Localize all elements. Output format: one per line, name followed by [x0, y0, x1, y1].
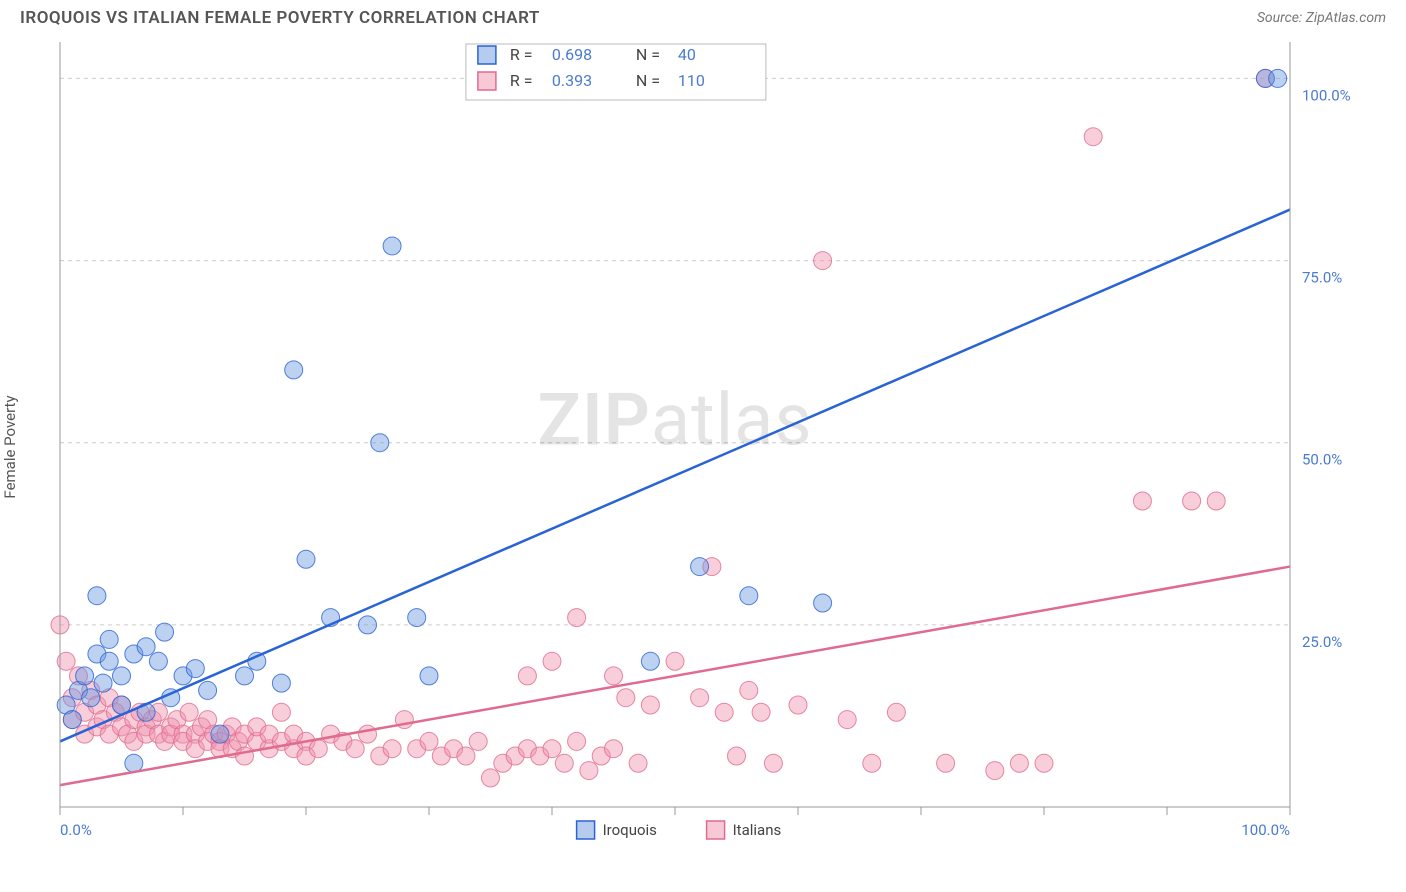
series-label: Italians [733, 821, 782, 839]
y-axis-label: Female Poverty [1, 395, 19, 498]
svg-text:R =: R = [510, 71, 533, 90]
scatter-point [568, 609, 586, 627]
scatter-point [346, 740, 364, 758]
x-tick-label: 0.0% [60, 821, 92, 839]
scatter-point [789, 696, 807, 714]
svg-text:N =: N = [636, 45, 660, 64]
svg-text:0.393: 0.393 [552, 71, 592, 90]
scatter-point [1035, 754, 1053, 772]
scatter-point [199, 681, 217, 699]
svg-text:0.698: 0.698 [552, 45, 592, 64]
scatter-point [543, 652, 561, 670]
y-tick-label: 25.0% [1302, 633, 1342, 651]
scatter-point [887, 703, 905, 721]
scatter-point [752, 703, 770, 721]
legend-swatch [478, 72, 496, 90]
scatter-point [518, 667, 536, 685]
scatter-point [94, 674, 112, 692]
y-tick-label: 100.0% [1302, 86, 1351, 104]
scatter-point [100, 630, 118, 648]
scatter-point [408, 609, 426, 627]
scatter-point [838, 711, 856, 729]
scatter-point [272, 703, 290, 721]
scatter-point [156, 623, 174, 641]
scatter-point [555, 754, 573, 772]
scatter-chart: ZIPatlas 0.0% 100.0% 25.0% 50.0% 75.0% 100.0% R… [20, 32, 1380, 862]
scatter-point [1133, 492, 1151, 510]
scatter-point [76, 667, 94, 685]
series-label: Iroquois [603, 821, 657, 839]
svg-text:ZIPatlas: ZIPatlas [537, 378, 812, 463]
scatter-point [359, 616, 377, 634]
scatter-point [285, 361, 303, 379]
scatter-point [605, 667, 623, 685]
scatter-point [211, 725, 229, 743]
scatter-point [186, 660, 204, 678]
scatter-point [236, 667, 254, 685]
scatter-point [469, 732, 487, 750]
scatter-point [629, 754, 647, 772]
chart-container: Female Poverty ZIPatlas0.0%100.0%25.0%50… [20, 32, 1386, 862]
scatter-point [383, 740, 401, 758]
chart-header: IROQUOIS VS ITALIAN FEMALE POVERTY CORRE… [0, 0, 1406, 32]
scatter-point [137, 638, 155, 656]
scatter-point [740, 587, 758, 605]
scatter-point [1207, 492, 1225, 510]
scatter-point [605, 740, 623, 758]
scatter-point [543, 740, 561, 758]
scatter-point [814, 594, 832, 612]
scatter-point [691, 689, 709, 707]
scatter-point [617, 689, 635, 707]
svg-text:N =: N = [636, 71, 660, 90]
scatter-point [297, 550, 315, 568]
scatter-point [1183, 492, 1201, 510]
scatter-point [125, 754, 143, 772]
svg-text:40: 40 [678, 45, 696, 64]
scatter-point [715, 703, 733, 721]
scatter-point [272, 674, 290, 692]
scatter-point [764, 754, 782, 772]
scatter-point [641, 652, 659, 670]
scatter-point [383, 237, 401, 255]
scatter-point [420, 667, 438, 685]
x-tick-label: 100.0% [1241, 821, 1290, 839]
scatter-point [740, 681, 758, 699]
scatter-point [728, 747, 746, 765]
scatter-point [63, 711, 81, 729]
svg-text:R =: R = [510, 45, 533, 64]
scatter-point [666, 652, 684, 670]
scatter-point [580, 762, 598, 780]
scatter-point [149, 652, 167, 670]
scatter-point [88, 587, 106, 605]
scatter-point [482, 769, 500, 787]
scatter-point [309, 740, 327, 758]
scatter-point [371, 434, 389, 452]
scatter-point [420, 732, 438, 750]
scatter-point [1269, 69, 1287, 87]
scatter-point [359, 725, 377, 743]
y-tick-label: 50.0% [1302, 451, 1342, 469]
scatter-point [457, 747, 475, 765]
series-swatch [707, 821, 725, 839]
chart-source: Source: ZipAtlas.com [1257, 10, 1386, 26]
scatter-point [1084, 128, 1102, 146]
legend-swatch [478, 46, 496, 64]
scatter-point [568, 732, 586, 750]
scatter-point [986, 762, 1004, 780]
scatter-point [113, 667, 131, 685]
scatter-point [1010, 754, 1028, 772]
series-swatch [577, 821, 595, 839]
y-tick-label: 75.0% [1302, 269, 1342, 287]
scatter-point [180, 703, 198, 721]
scatter-point [691, 558, 709, 576]
scatter-point [100, 652, 118, 670]
scatter-point [82, 689, 100, 707]
scatter-point [937, 754, 955, 772]
scatter-point [641, 696, 659, 714]
svg-text:110: 110 [678, 71, 705, 90]
scatter-point [863, 754, 881, 772]
scatter-point [236, 747, 254, 765]
scatter-point [814, 252, 832, 270]
chart-title: IROQUOIS VS ITALIAN FEMALE POVERTY CORRE… [20, 8, 540, 28]
